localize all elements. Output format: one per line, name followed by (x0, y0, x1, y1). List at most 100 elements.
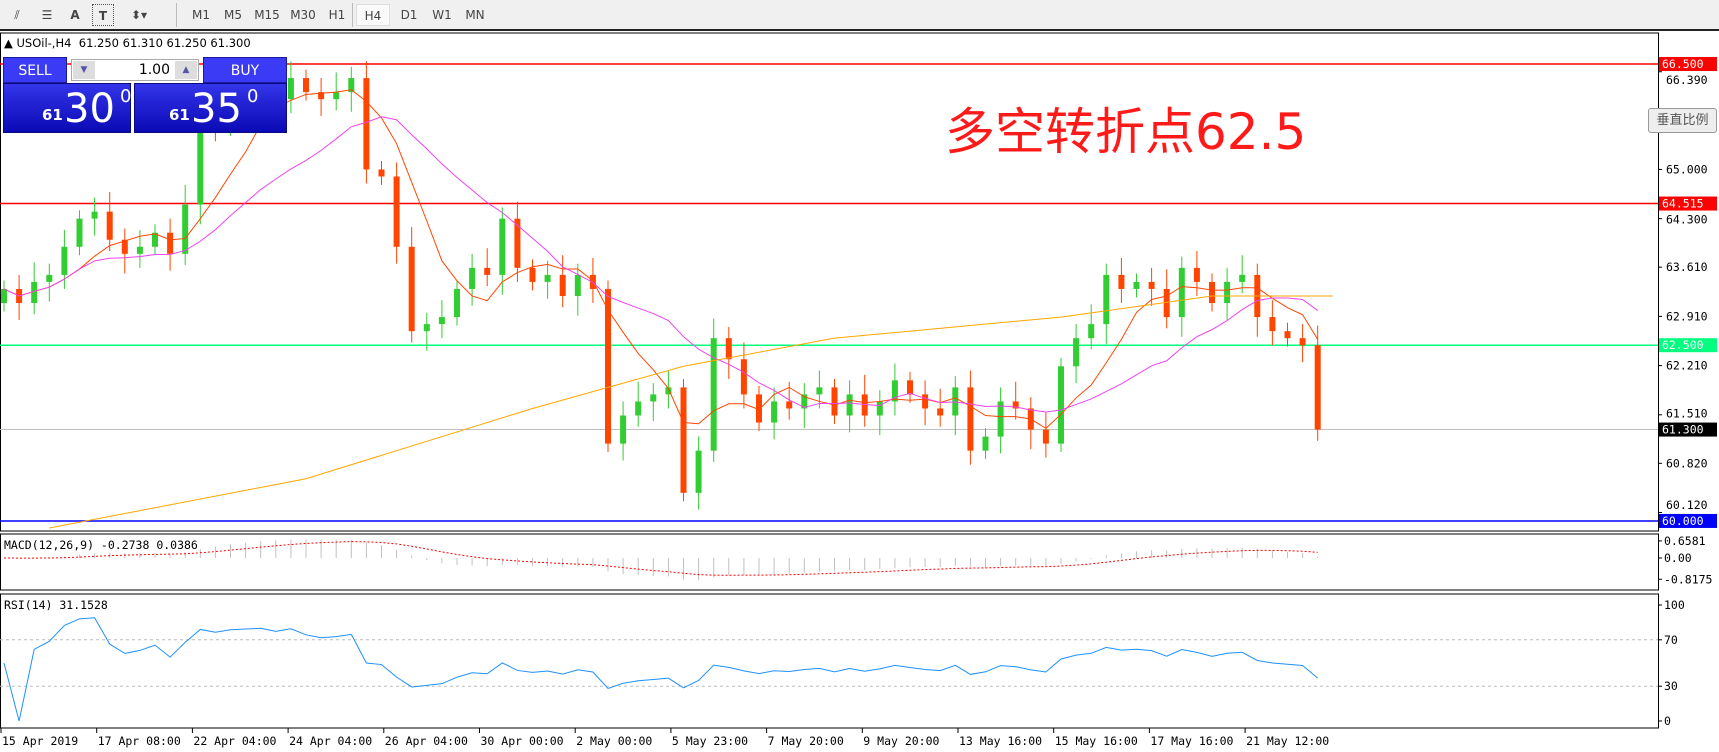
rsi-pane-frame (0, 593, 1659, 729)
timeframe-h4[interactable]: H4 (356, 4, 390, 26)
timeframe-w1[interactable]: W1 (432, 8, 452, 22)
candle-body (740, 359, 747, 395)
candle-body (1073, 338, 1080, 367)
candle-body (499, 218, 506, 275)
text-icon[interactable]: A (70, 8, 80, 22)
candle-body (710, 338, 717, 451)
price-tick-label: 66.390 (1666, 73, 1708, 87)
candle-body (650, 394, 657, 402)
candle-body (907, 380, 913, 395)
price-tick-label: 63.610 (1666, 260, 1708, 274)
timeframe-m15[interactable]: M15 (254, 8, 280, 22)
macd-pane-frame (0, 533, 1659, 591)
time-tick-label: 5 May 23:00 (672, 734, 748, 748)
candle-body (469, 267, 476, 289)
candle-body (1163, 288, 1170, 318)
hline-price-label: 60.000 (1662, 514, 1704, 528)
ma-fast-line (3, 89, 1319, 430)
lot-increase-icon[interactable]: ▲ (175, 61, 197, 79)
candle-body (363, 78, 370, 170)
macd-tick-label: 0.00 (1664, 551, 1692, 565)
macd-tick-label: 0.6581 (1664, 534, 1706, 548)
lot-size-input[interactable]: ▼ 1.00 ▲ (71, 59, 199, 81)
time-tick-label: 17 Apr 08:00 (98, 734, 181, 748)
buy-button[interactable]: BUY (203, 57, 287, 83)
lot-decrease-icon[interactable]: ▼ (73, 61, 95, 79)
candle-body (1012, 401, 1019, 409)
time-tick-label: 21 May 12:00 (1246, 734, 1329, 748)
candle-body (1269, 317, 1276, 332)
vertical-scale-button[interactable]: 垂直比例 (1648, 108, 1717, 133)
timeframe-m5[interactable]: M5 (224, 8, 242, 22)
candle-body (423, 324, 430, 332)
hline-label-bg (1659, 513, 1717, 528)
timeframe-m1[interactable]: M1 (192, 8, 210, 22)
time-tick-label: 24 Apr 04:00 (289, 734, 372, 748)
candle-body (937, 408, 944, 416)
timeframe-mn[interactable]: MN (465, 8, 485, 22)
fibonacci-expansion-icon[interactable]: ⫽ (14, 8, 20, 22)
candle-body (1299, 338, 1306, 346)
rsi-line (3, 617, 1319, 722)
candle-body (182, 204, 189, 254)
candle-body (1118, 274, 1125, 289)
candle-body (91, 211, 98, 219)
candle-body (1224, 281, 1231, 304)
candle-body (1178, 267, 1185, 318)
candle-body (544, 274, 551, 282)
candle-body (348, 78, 355, 93)
time-tick-label: 17 May 16:00 (1150, 734, 1233, 748)
candle-body (846, 394, 853, 416)
time-tick-label: 15 May 16:00 (1055, 734, 1138, 748)
candle-body (46, 274, 53, 282)
candle-body (997, 401, 1004, 437)
candle-body (31, 281, 38, 304)
candle-body (136, 246, 143, 254)
lot-value[interactable]: 1.00 (138, 62, 170, 78)
candle-body (982, 436, 989, 451)
candle-body (1, 288, 7, 304)
hline-label-bg (1659, 57, 1717, 71)
buy-price[interactable]: 61 35 0 (134, 83, 287, 133)
time-tick-label: 15 Apr 2019 (2, 734, 78, 748)
candle-body (167, 232, 174, 254)
price-tick-label: 60.820 (1666, 456, 1708, 470)
sell-price-fraction: 0 (120, 86, 132, 107)
sell-price[interactable]: 61 30 0 (3, 83, 131, 133)
candle-body (106, 211, 113, 240)
candle-body (786, 401, 793, 409)
time-tick-label: 9 May 20:00 (863, 734, 939, 748)
candle-body (1088, 324, 1095, 339)
candle-body (1103, 274, 1110, 325)
price-tick-label: 60.120 (1666, 498, 1708, 512)
candle-body (333, 92, 340, 100)
candle-body (876, 401, 883, 416)
candle-body (831, 387, 838, 416)
symbol-label: USOil-,H4 (16, 36, 72, 50)
buy-price-prefix: 61 (169, 106, 190, 124)
candle-body (952, 387, 959, 416)
price-tick-label: 64.300 (1666, 213, 1708, 227)
candle-body (438, 317, 445, 325)
timeframe-m30[interactable]: M30 (290, 8, 316, 22)
candle-body (801, 394, 808, 409)
sell-price-pips: 30 (64, 86, 115, 132)
candle-body (756, 394, 762, 423)
arrows-icon[interactable]: ⬍▾ (130, 8, 148, 22)
fibonacci-fan-icon[interactable]: ☰ (41, 8, 53, 22)
candle-body (484, 267, 491, 275)
sell-button[interactable]: SELL (3, 57, 67, 83)
candle-body (695, 450, 702, 493)
time-tick-label: 13 May 16:00 (959, 734, 1042, 748)
candle-body (121, 239, 128, 254)
timeframe-d1[interactable]: D1 (400, 8, 418, 22)
candle-body (152, 232, 158, 247)
candle-body (76, 218, 83, 247)
buy-price-pips: 35 (191, 86, 242, 132)
hline-price-label: 61.300 (1662, 423, 1704, 437)
candle-body (1209, 281, 1215, 304)
candle-body (635, 401, 642, 416)
timeframe-h1[interactable]: H1 (328, 8, 346, 22)
text-label-icon[interactable]: T (92, 4, 114, 26)
